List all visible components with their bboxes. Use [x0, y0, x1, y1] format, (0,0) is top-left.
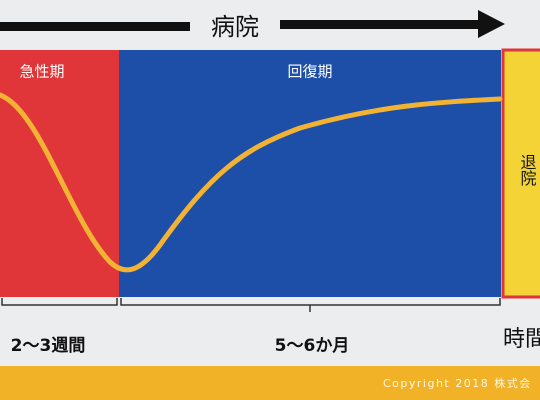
- duration-label: 2～3週間: [11, 336, 86, 356]
- footer-band: [0, 366, 540, 400]
- phase-label: 急性期: [19, 63, 64, 81]
- copyright: Copyright 2018 株式会: [383, 376, 532, 390]
- bracket: [1, 298, 118, 306]
- duration-label: 5～6か月: [275, 336, 350, 356]
- discharge-phase: [501, 48, 540, 299]
- arrow-head: [478, 10, 505, 38]
- recovery-curve: [0, 92, 503, 273]
- header-title: 病院: [211, 13, 259, 41]
- phase-label: 退院: [518, 154, 537, 187]
- axis-label: 時間: [503, 327, 540, 352]
- recovery-phase: [119, 50, 501, 297]
- arrow-shaft-right: [280, 20, 480, 29]
- phase-label: 回復期: [287, 63, 332, 81]
- arrow-shaft-left: [0, 22, 190, 31]
